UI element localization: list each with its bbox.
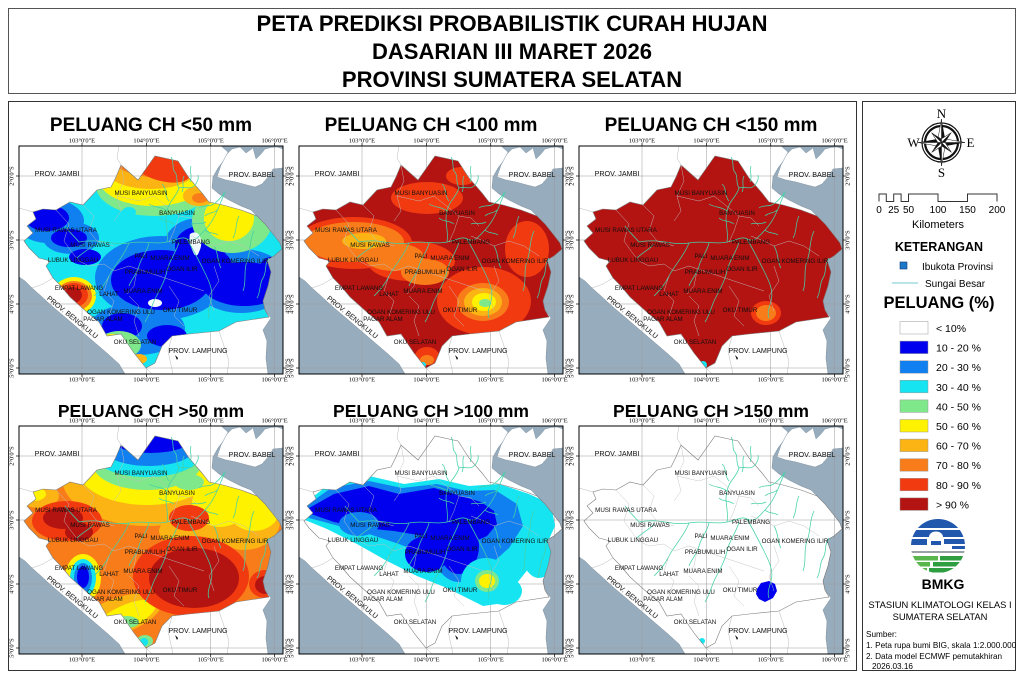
svg-text:> 90 %: > 90 % xyxy=(936,499,969,511)
svg-text:80 - 90 %: 80 - 90 % xyxy=(936,480,981,492)
svg-text:Kilometers: Kilometers xyxy=(912,219,964,231)
svg-text:30 - 40 %: 30 - 40 % xyxy=(936,382,981,394)
svg-text:2026.03.16: 2026.03.16 xyxy=(872,662,913,671)
svg-text:STASIUN KLIMATOLOGI KELAS I: STASIUN KLIMATOLOGI KELAS I xyxy=(868,599,1011,610)
svg-text:PELUANG (%): PELUANG (%) xyxy=(884,294,995,312)
svg-text:BMKG: BMKG xyxy=(922,576,965,592)
svg-text:S: S xyxy=(938,165,945,180)
svg-text:200: 200 xyxy=(989,205,1006,216)
svg-text:< 10%: < 10% xyxy=(936,323,966,335)
svg-text:150: 150 xyxy=(959,205,976,216)
svg-text:40 - 50 %: 40 - 50 % xyxy=(936,401,981,413)
svg-text:KETERANGAN: KETERANGAN xyxy=(895,240,983,254)
svg-text:70 - 80 %: 70 - 80 % xyxy=(936,460,981,472)
svg-text:60 - 70 %: 60 - 70 % xyxy=(936,441,981,453)
svg-text:Sumber:: Sumber: xyxy=(866,630,897,639)
svg-text:SUMATERA SELATAN: SUMATERA SELATAN xyxy=(893,611,988,622)
svg-text:2. Data model ECMWF pemutakhir: 2. Data model ECMWF pemutakhiran xyxy=(866,652,1002,661)
svg-text:100: 100 xyxy=(930,205,947,216)
svg-text:N: N xyxy=(937,106,947,121)
svg-text:E: E xyxy=(967,135,975,150)
svg-text:1. Peta rupa bumi BIG, skala 1: 1. Peta rupa bumi BIG, skala 1:2.000.000 xyxy=(866,641,1017,650)
svg-text:Sungai Besar: Sungai Besar xyxy=(925,279,986,290)
svg-text:Ibukota Provinsi: Ibukota Provinsi xyxy=(922,262,993,273)
svg-text:50 - 60 %: 50 - 60 % xyxy=(936,421,981,433)
svg-text:10 - 20 %: 10 - 20 % xyxy=(936,343,981,355)
svg-text:20 - 30 %: 20 - 30 % xyxy=(936,362,981,374)
svg-text:W: W xyxy=(907,135,920,150)
svg-text:0: 0 xyxy=(876,205,882,216)
svg-text:50: 50 xyxy=(903,205,915,216)
svg-text:25: 25 xyxy=(888,205,900,216)
